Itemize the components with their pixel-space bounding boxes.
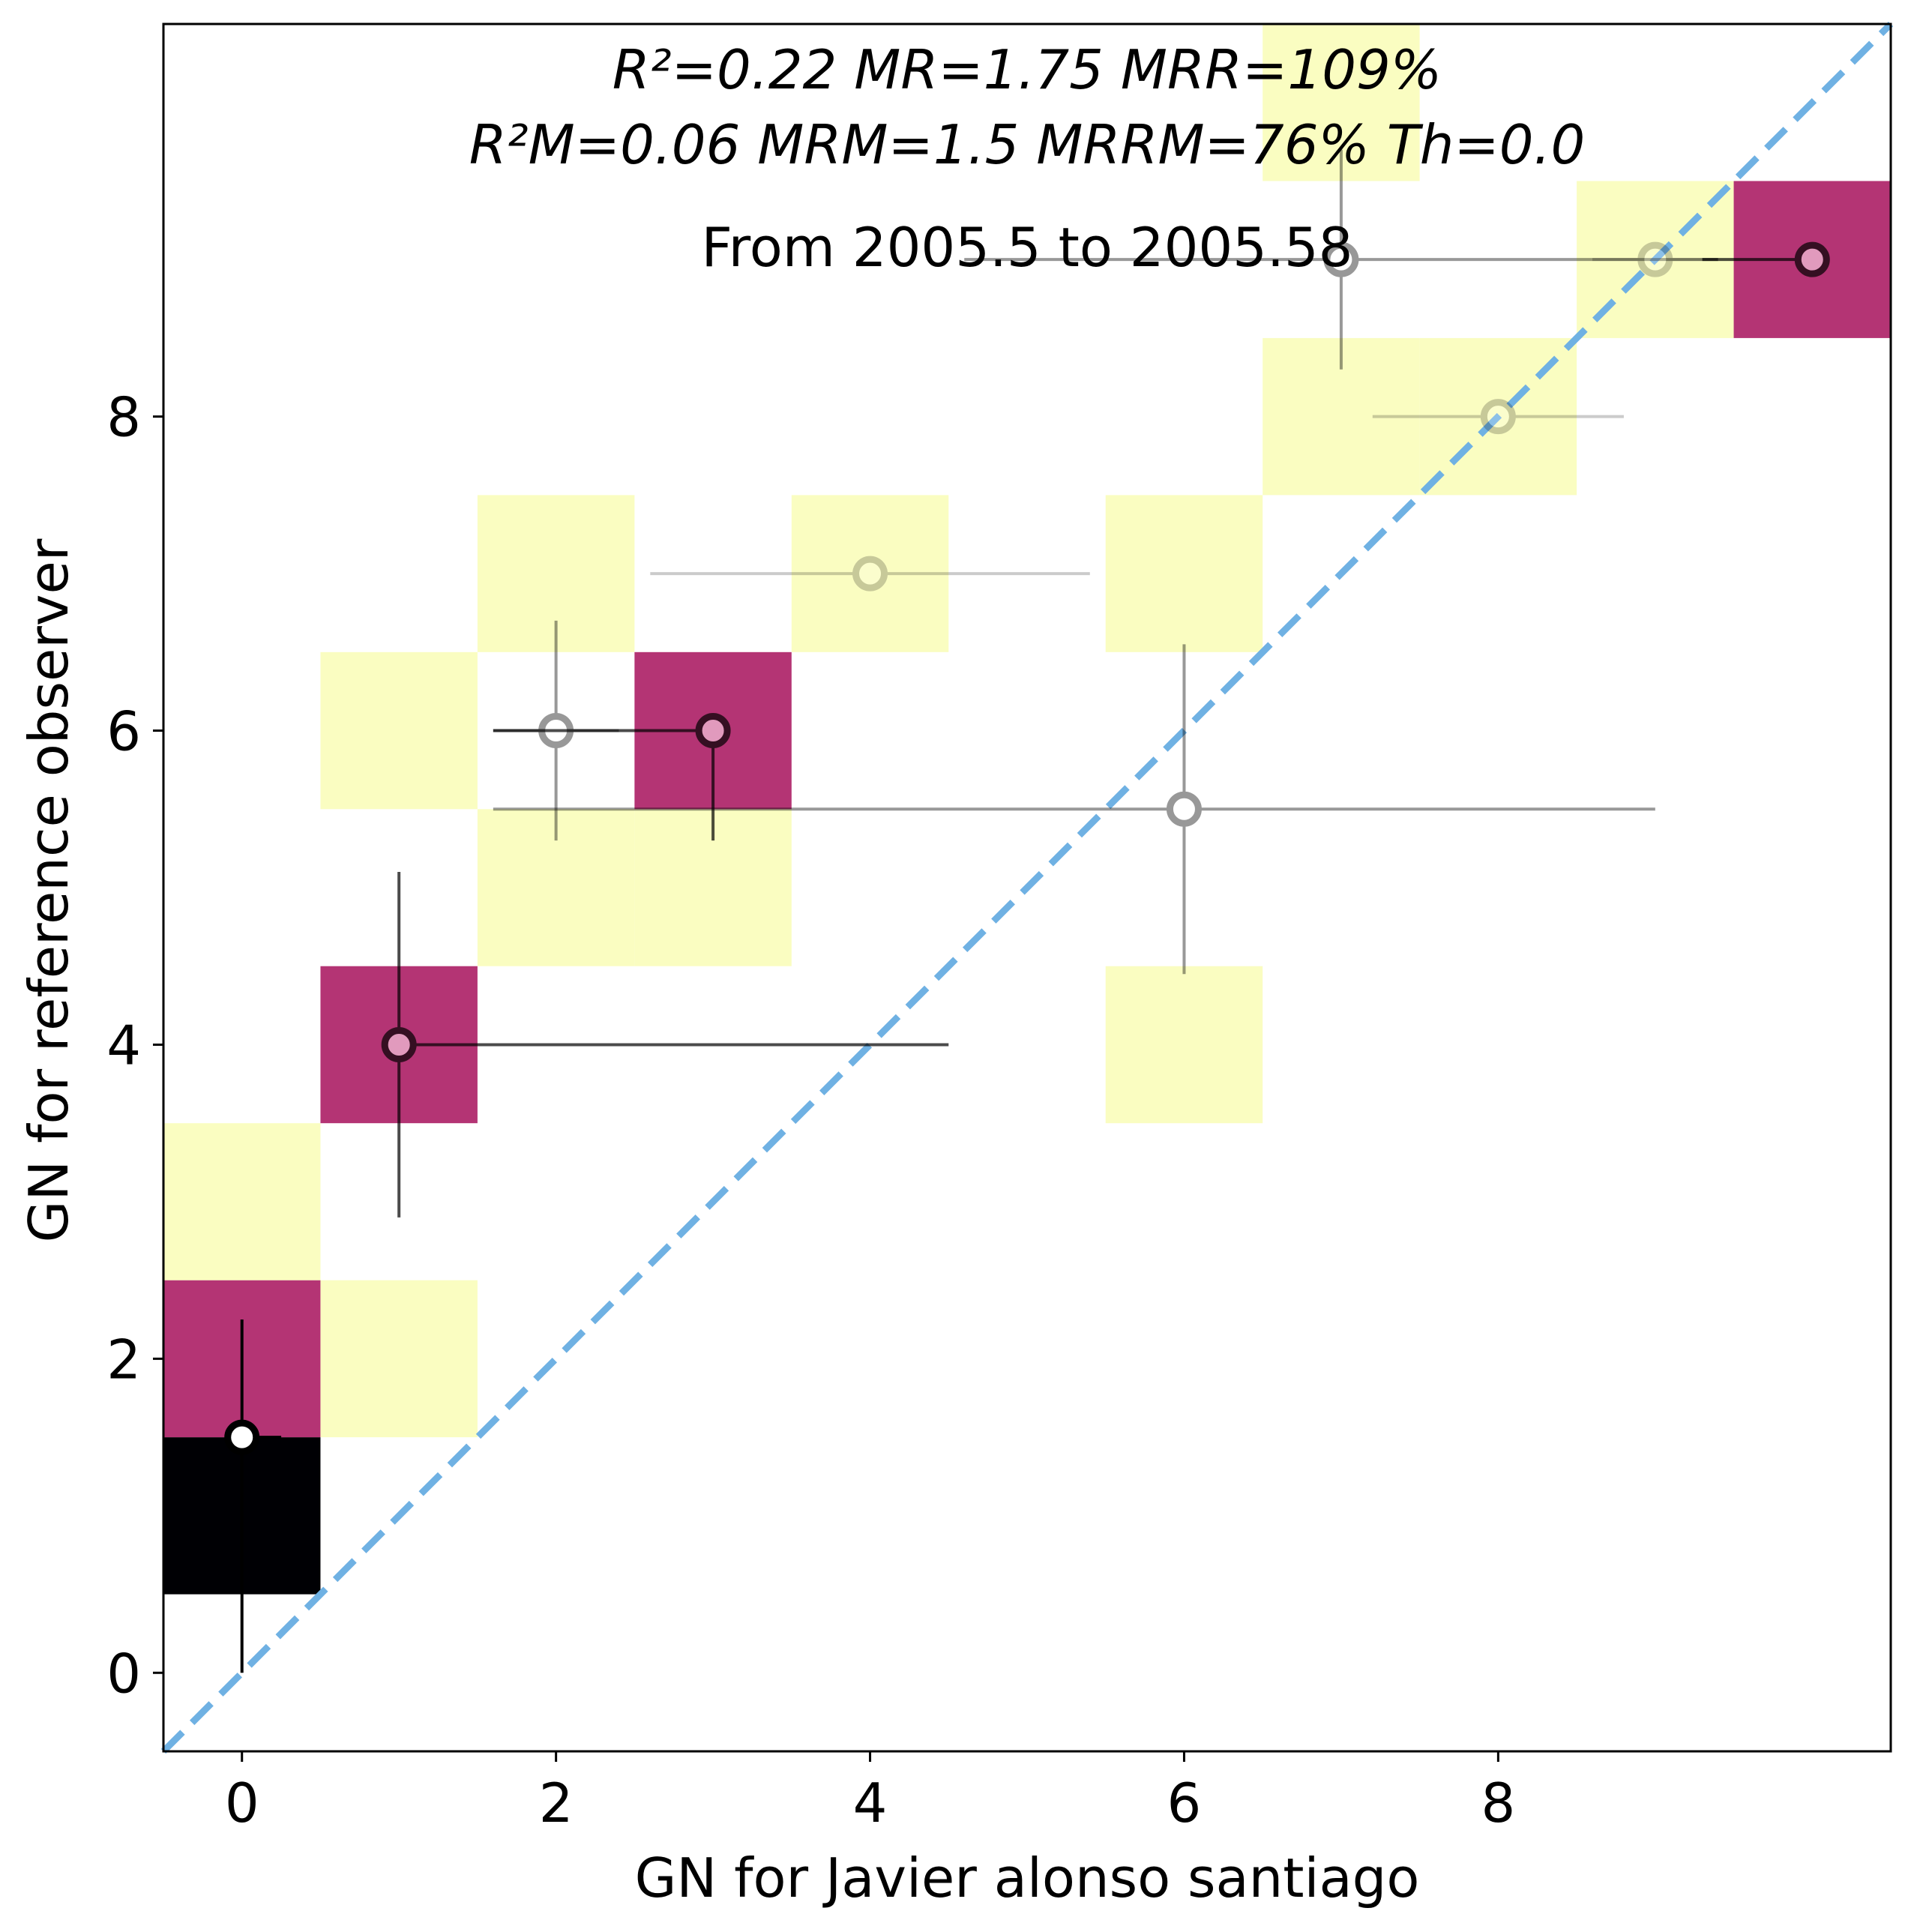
x-tick-label: 2 bbox=[539, 1772, 574, 1835]
y-tick-label: 2 bbox=[106, 1328, 141, 1391]
heatmap-cell bbox=[1263, 337, 1420, 496]
heatmap-cell bbox=[1105, 966, 1263, 1124]
heatmap-cells bbox=[163, 24, 1891, 1595]
heatmap-cell bbox=[477, 809, 635, 966]
period-annotation: From 2005.5 to 2005.58 bbox=[702, 216, 1353, 279]
heatmap-cell bbox=[477, 495, 635, 652]
stats-line-2: R²M=0.06 MRM=1.5 MRRM=76% Th=0.0 bbox=[469, 113, 1586, 176]
x-tick-label: 8 bbox=[1481, 1772, 1515, 1835]
point-marker bbox=[852, 556, 888, 592]
heatmap-cell bbox=[320, 1280, 478, 1438]
data-point bbox=[650, 556, 1090, 592]
point-marker bbox=[1480, 399, 1516, 435]
reference-line bbox=[160, 21, 1894, 1754]
data-point bbox=[381, 872, 949, 1218]
data-point bbox=[493, 644, 1655, 975]
point-marker bbox=[695, 713, 731, 749]
heatmap-cell bbox=[791, 495, 949, 652]
axis-ticks: 0 2 4 6 8 0 2 4 6 8 bbox=[106, 386, 1515, 1835]
x-tick-label: 6 bbox=[1167, 1772, 1202, 1835]
data-point bbox=[1372, 399, 1624, 435]
point-marker bbox=[381, 1026, 417, 1062]
data-points bbox=[224, 149, 1830, 1673]
point-marker bbox=[1637, 241, 1673, 277]
y-axis-label: GN for reference observer bbox=[17, 538, 80, 1242]
point-marker bbox=[1166, 791, 1202, 827]
x-tick-label: 4 bbox=[853, 1772, 888, 1835]
data-point bbox=[1702, 241, 1830, 277]
point-marker bbox=[1794, 241, 1830, 277]
data-point bbox=[224, 1319, 282, 1673]
plot-frame bbox=[162, 22, 1892, 1753]
heatmap-cell bbox=[320, 651, 478, 810]
y-tick-label: 6 bbox=[106, 700, 141, 763]
y-tick-label: 4 bbox=[106, 1014, 141, 1077]
heatmap-cell bbox=[163, 1123, 321, 1281]
data-point bbox=[1592, 241, 1718, 277]
data-point bbox=[964, 149, 1718, 370]
y-tick-label: 0 bbox=[106, 1642, 141, 1705]
point-marker bbox=[1323, 241, 1359, 277]
stats-line-1: R²=0.22 MR=1.75 MRR=109% bbox=[613, 38, 1442, 101]
heatmap-cell bbox=[1105, 495, 1263, 652]
x-axis-label: GN for Javier alonso santiago bbox=[635, 1847, 1420, 1910]
reference-line-group bbox=[160, 21, 1894, 1754]
heatmap-cell bbox=[1263, 24, 1420, 181]
point-marker bbox=[224, 1419, 260, 1455]
y-tick-label: 8 bbox=[106, 386, 141, 449]
data-point bbox=[493, 713, 731, 841]
x-tick-label: 0 bbox=[225, 1772, 259, 1835]
